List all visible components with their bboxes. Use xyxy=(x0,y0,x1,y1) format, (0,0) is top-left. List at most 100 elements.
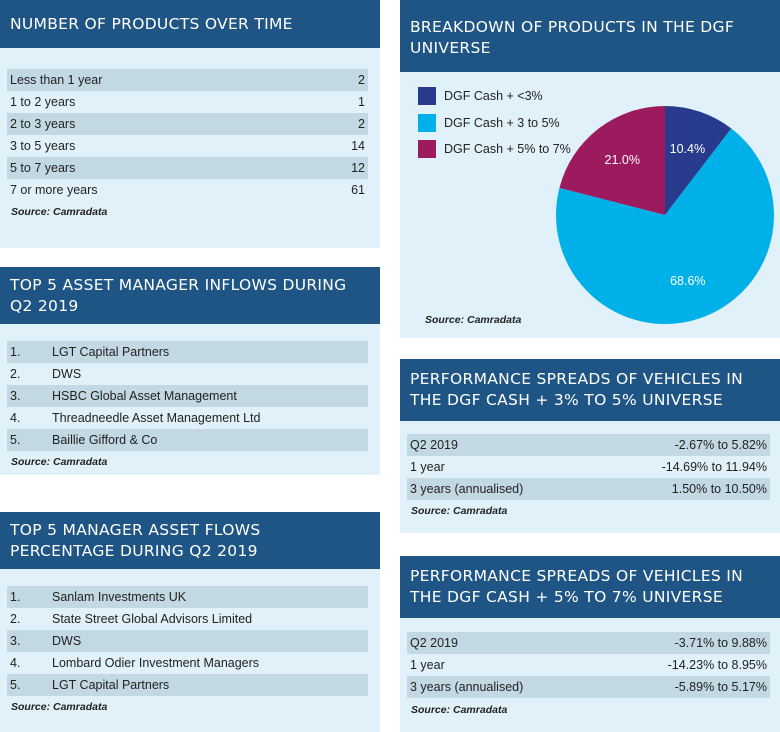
legend-item: DGF Cash + 5% to 7% xyxy=(418,140,571,158)
table-row: 2. State Street Global Advisors Limited xyxy=(7,608,368,630)
row-value: 1 xyxy=(358,95,365,109)
table-row: 1 year -14.23% to 8.95% xyxy=(407,654,770,676)
row-label: Less than 1 year xyxy=(10,73,103,87)
pie-chart: 10.4% 68.6% 21.0% xyxy=(556,106,774,324)
row-rank: 4. xyxy=(10,656,21,670)
products-over-time-title: NUMBER OF PRODUCTS OVER TIME xyxy=(0,0,380,48)
spreads-3-5-title: PERFORMANCE SPREADS OF VEHICLES IN THE D… xyxy=(400,359,780,421)
inflows-title: TOP 5 ASSET MANAGER INFLOWS DURING Q2 20… xyxy=(0,267,380,324)
legend-swatch xyxy=(418,140,436,158)
row-label: DWS xyxy=(52,367,82,381)
row-label: Lombard Odier Investment Managers xyxy=(52,656,260,670)
row-value: -3.71% to 9.88% xyxy=(674,636,767,650)
row-rank: 2. xyxy=(10,367,21,381)
table-row: 3 years (annualised) 1.50% to 10.50% xyxy=(407,478,770,500)
legend-item: DGF Cash + 3 to 5% xyxy=(418,114,560,132)
flows-pct-panel: TOP 5 MANAGER ASSET FLOWS PERCENTAGE DUR… xyxy=(0,512,380,732)
table-row: 7 or more years 61 xyxy=(7,179,368,201)
products-over-time-table: Less than 1 year 2 1 to 2 years 1 2 to 3 y… xyxy=(7,69,368,201)
flows-pct-table: 1. Sanlam Investments UK 2. State Street G… xyxy=(7,586,368,696)
table-row: 5. LGT Capital Partners xyxy=(7,674,368,696)
table-row: 4. Lombard Odier Investment Managers xyxy=(7,652,368,674)
row-rank: 2. xyxy=(10,612,21,626)
legend-item: DGF Cash + <3% xyxy=(418,87,543,105)
row-label: 7 or more years xyxy=(10,183,98,197)
row-label: Baillie Gifford & Co xyxy=(52,433,158,447)
row-value: 14 xyxy=(351,139,365,153)
table-row: 4. Threadneedle Asset Management Ltd xyxy=(7,407,368,429)
table-row: 1. Sanlam Investments UK xyxy=(7,586,368,608)
breakdown-title: BREAKDOWN OF PRODUCTS IN THE DGF UNIVERS… xyxy=(400,0,780,72)
row-rank: 1. xyxy=(10,590,21,604)
table-row: 2 to 3 years 2 xyxy=(7,113,368,135)
row-label: Threadneedle Asset Management Ltd xyxy=(52,411,261,425)
row-label: Sanlam Investments UK xyxy=(52,590,187,604)
row-label: DWS xyxy=(52,634,82,648)
pie-slice xyxy=(559,106,665,215)
row-label: 1 year xyxy=(410,658,445,672)
flows-pct-title: TOP 5 MANAGER ASSET FLOWS PERCENTAGE DUR… xyxy=(0,512,380,569)
spreads-3-5-table: Q2 2019 -2.67% to 5.82% 1 year -14.69% to … xyxy=(407,434,770,500)
row-value: -14.23% to 8.95% xyxy=(667,658,767,672)
row-value: 1.50% to 10.50% xyxy=(671,482,767,496)
inflows-table: 1. LGT Capital Partners 2. DWS 3. HSBC Glob… xyxy=(7,341,368,451)
legend-label: DGF Cash + 3 to 5% xyxy=(444,116,560,130)
row-value: -14.69% to 11.94% xyxy=(661,460,767,474)
row-rank: 3. xyxy=(10,634,21,648)
table-row: Less than 1 year 2 xyxy=(7,69,368,91)
source-note: Source: Camradata xyxy=(11,206,108,218)
table-row: 1 year -14.69% to 11.94% xyxy=(407,456,770,478)
legend-swatch xyxy=(418,87,436,105)
row-rank: 4. xyxy=(10,411,21,425)
row-label: Q2 2019 xyxy=(410,636,458,650)
legend-swatch xyxy=(418,114,436,132)
row-label: State Street Global Advisors Limited xyxy=(52,612,253,626)
pie-slice xyxy=(556,128,774,324)
row-value: 12 xyxy=(351,161,365,175)
table-row: 3. HSBC Global Asset Management xyxy=(7,385,368,407)
row-value: 61 xyxy=(351,183,365,197)
inflows-panel: TOP 5 ASSET MANAGER INFLOWS DURING Q2 20… xyxy=(0,267,380,475)
table-row: 1. LGT Capital Partners xyxy=(7,341,368,363)
row-label: 3 years (annualised) xyxy=(410,482,524,496)
row-rank: 1. xyxy=(10,345,21,359)
row-value: 2 xyxy=(358,117,365,131)
source-note: Source: Camradata xyxy=(11,701,108,713)
source-note: Source: Camradata xyxy=(411,704,508,716)
row-rank: 5. xyxy=(10,433,21,447)
pie-slice xyxy=(665,106,732,215)
table-row: 2. DWS xyxy=(7,363,368,385)
row-label: LGT Capital Partners xyxy=(52,345,170,359)
source-note: Source: Camradata xyxy=(411,505,508,517)
row-label: 1 year xyxy=(410,460,445,474)
row-rank: 5. xyxy=(10,678,21,692)
row-value: -5.89% to 5.17% xyxy=(674,680,767,694)
source-note: Source: Camradata xyxy=(425,314,522,326)
source-note: Source: Camradata xyxy=(11,456,108,468)
table-row: 3 years (annualised) -5.89% to 5.17% xyxy=(407,676,770,698)
table-row: 5. Baillie Gifford & Co xyxy=(7,429,368,451)
row-label: 5 to 7 years xyxy=(10,161,76,175)
spreads-3-5-panel: PERFORMANCE SPREADS OF VEHICLES IN THE D… xyxy=(400,359,780,533)
breakdown-panel: BREAKDOWN OF PRODUCTS IN THE DGF UNIVERS… xyxy=(400,0,780,338)
table-row: Q2 2019 -2.67% to 5.82% xyxy=(407,434,770,456)
row-label: HSBC Global Asset Management xyxy=(52,389,237,403)
row-label: 3 to 5 years xyxy=(10,139,76,153)
spreads-5-7-panel: PERFORMANCE SPREADS OF VEHICLES IN THE D… xyxy=(400,556,780,732)
pie-data-label: 68.6% xyxy=(670,274,705,288)
spreads-5-7-table: Q2 2019 -3.71% to 9.88% 1 year -14.23% to … xyxy=(407,632,770,698)
legend-label: DGF Cash + <3% xyxy=(444,89,543,103)
row-label: 1 to 2 years xyxy=(10,95,76,109)
spreads-5-7-title: PERFORMANCE SPREADS OF VEHICLES IN THE D… xyxy=(400,556,780,618)
pie-data-label: 21.0% xyxy=(605,153,640,167)
row-label: LGT Capital Partners xyxy=(52,678,170,692)
row-value: -2.67% to 5.82% xyxy=(674,438,767,452)
row-label: 2 to 3 years xyxy=(10,117,76,131)
table-row: 5 to 7 years 12 xyxy=(7,157,368,179)
table-row: 3 to 5 years 14 xyxy=(7,135,368,157)
table-row: 1 to 2 years 1 xyxy=(7,91,368,113)
row-label: Q2 2019 xyxy=(410,438,458,452)
row-value: 2 xyxy=(358,73,365,87)
table-row: Q2 2019 -3.71% to 9.88% xyxy=(407,632,770,654)
products-over-time-panel: NUMBER OF PRODUCTS OVER TIME Less than 1… xyxy=(0,0,380,248)
